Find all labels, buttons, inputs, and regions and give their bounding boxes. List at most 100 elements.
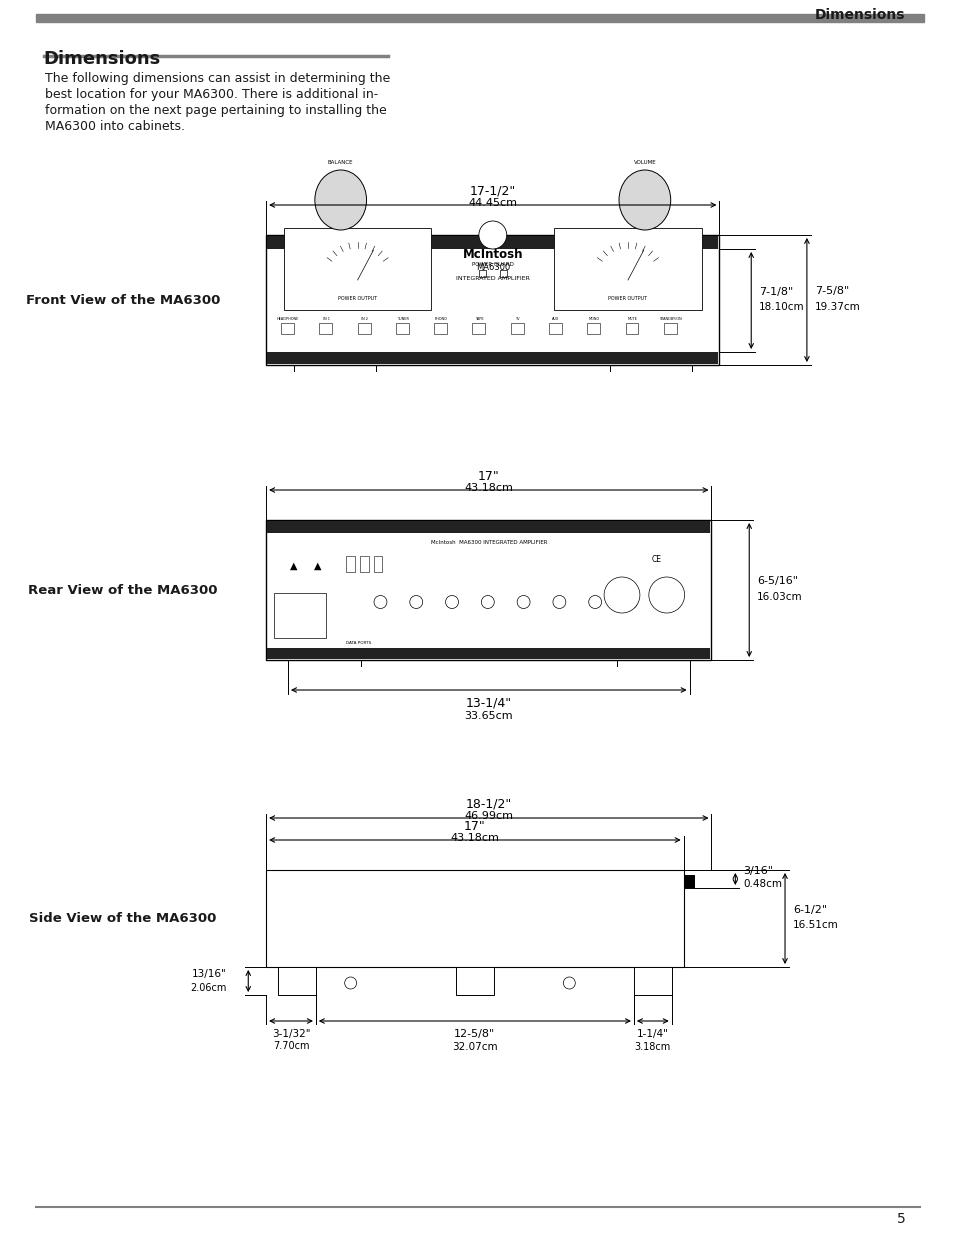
Bar <box>274 593 326 638</box>
Text: 18-1/2": 18-1/2" <box>465 798 512 810</box>
Text: IN 1: IN 1 <box>322 317 330 321</box>
Circle shape <box>478 221 506 249</box>
Text: 5: 5 <box>896 1212 904 1226</box>
Text: 33.65cm: 33.65cm <box>464 711 513 721</box>
Text: Dimensions: Dimensions <box>44 49 161 68</box>
Text: Side View of the MA6300: Side View of the MA6300 <box>30 911 216 925</box>
Bar <box>548 324 561 333</box>
Bar <box>267 236 718 249</box>
Text: 0.48cm: 0.48cm <box>742 879 781 889</box>
Text: PHONO: PHONO <box>435 317 447 321</box>
Text: 13/16": 13/16" <box>192 969 226 979</box>
Bar <box>267 521 710 534</box>
Circle shape <box>410 595 422 609</box>
Text: 17": 17" <box>477 469 499 483</box>
Text: MA6300 into cabinets.: MA6300 into cabinets. <box>46 120 185 133</box>
Circle shape <box>445 595 458 609</box>
Text: 7.70cm: 7.70cm <box>273 1041 309 1051</box>
Bar <box>456 967 494 995</box>
Bar <box>395 324 409 333</box>
Text: IN 2: IN 2 <box>360 317 368 321</box>
Text: 32.07cm: 32.07cm <box>452 1042 497 1052</box>
Text: 13-1/4": 13-1/4" <box>465 697 512 709</box>
Text: POWER OUTPUT: POWER OUTPUT <box>337 295 376 300</box>
Text: AUX: AUX <box>552 317 559 321</box>
Text: McIntosh: McIntosh <box>462 248 522 262</box>
Bar <box>374 556 382 572</box>
Text: ▲: ▲ <box>314 561 321 571</box>
Circle shape <box>603 577 639 613</box>
Text: ▲: ▲ <box>290 561 297 571</box>
Text: DATA PORTS: DATA PORTS <box>345 641 371 645</box>
Text: Dimensions: Dimensions <box>814 7 904 22</box>
Text: 44.45cm: 44.45cm <box>468 198 517 207</box>
Bar <box>359 556 368 572</box>
Circle shape <box>481 595 494 609</box>
Text: POWER GUARD: POWER GUARD <box>472 263 513 268</box>
Bar <box>554 228 700 310</box>
Text: 17": 17" <box>463 820 485 832</box>
Circle shape <box>517 595 530 609</box>
Text: 3.18cm: 3.18cm <box>634 1042 670 1052</box>
Text: MA6300: MA6300 <box>476 263 510 273</box>
Bar <box>345 556 355 572</box>
Text: 43.18cm: 43.18cm <box>464 483 513 493</box>
Text: HEADPHONE: HEADPHONE <box>276 317 299 321</box>
Bar <box>587 324 599 333</box>
Text: formation on the next page pertaining to installing the: formation on the next page pertaining to… <box>46 104 387 117</box>
Text: MONO: MONO <box>588 317 599 321</box>
Text: INTEGRATED AMPLIFIER: INTEGRATED AMPLIFIER <box>456 277 529 282</box>
Text: 19.37cm: 19.37cm <box>814 303 860 312</box>
Bar <box>266 520 711 659</box>
Text: VOLUME: VOLUME <box>633 161 656 165</box>
Bar <box>478 270 485 277</box>
Text: best location for your MA6300. There is additional in-: best location for your MA6300. There is … <box>46 88 378 101</box>
Text: MUTE: MUTE <box>627 317 637 321</box>
Text: 3/16": 3/16" <box>742 866 773 876</box>
Text: TUNER: TUNER <box>396 317 409 321</box>
Text: TV: TV <box>515 317 519 321</box>
Bar <box>663 324 676 333</box>
Bar <box>277 967 315 995</box>
Text: McIntosh  MA6300 INTEGRATED AMPLIFIER: McIntosh MA6300 INTEGRATED AMPLIFIER <box>430 540 546 545</box>
Bar <box>266 869 683 967</box>
Bar <box>357 324 370 333</box>
Circle shape <box>563 977 575 989</box>
Circle shape <box>588 595 601 609</box>
Bar <box>625 324 638 333</box>
Bar <box>267 352 718 364</box>
Circle shape <box>374 595 387 609</box>
Text: 46.99cm: 46.99cm <box>464 811 513 821</box>
Text: 17-1/2": 17-1/2" <box>469 184 516 198</box>
Text: 7-5/8": 7-5/8" <box>814 287 848 296</box>
Circle shape <box>344 977 356 989</box>
Bar <box>684 876 694 888</box>
Text: 16.51cm: 16.51cm <box>792 920 838 930</box>
Text: Rear View of the MA6300: Rear View of the MA6300 <box>29 583 217 597</box>
Bar <box>499 270 506 277</box>
Bar <box>472 324 485 333</box>
Text: 6-1/2": 6-1/2" <box>792 904 826 914</box>
Text: 43.18cm: 43.18cm <box>450 832 498 844</box>
Bar <box>510 324 523 333</box>
Circle shape <box>553 595 565 609</box>
Text: POWER OUTPUT: POWER OUTPUT <box>608 295 647 300</box>
Text: 7-1/8": 7-1/8" <box>759 287 793 296</box>
Text: 3-1/32": 3-1/32" <box>272 1029 310 1039</box>
Bar <box>284 228 431 310</box>
Bar <box>266 235 719 366</box>
Ellipse shape <box>314 170 366 230</box>
Circle shape <box>624 595 637 609</box>
Text: TAPE: TAPE <box>475 317 483 321</box>
Bar <box>634 967 671 995</box>
Text: The following dimensions can assist in determining the: The following dimensions can assist in d… <box>46 72 391 85</box>
Text: 16.03cm: 16.03cm <box>757 592 802 601</box>
Text: CE: CE <box>651 556 661 564</box>
Text: 18.10cm: 18.10cm <box>759 303 804 312</box>
Text: 2.06cm: 2.06cm <box>190 983 226 993</box>
Bar <box>281 324 294 333</box>
Text: Front View of the MA6300: Front View of the MA6300 <box>26 294 220 306</box>
Text: 6-5/16": 6-5/16" <box>757 576 798 585</box>
Ellipse shape <box>618 170 670 230</box>
Bar <box>434 324 447 333</box>
